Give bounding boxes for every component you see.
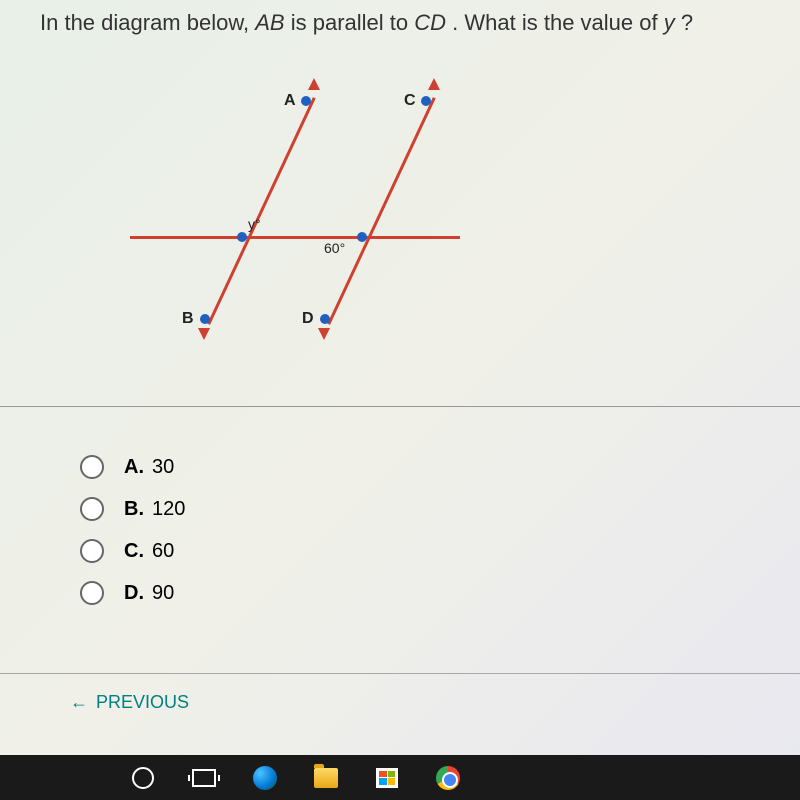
option-letter: D. [124, 582, 144, 605]
radio-icon[interactable] [80, 581, 104, 605]
radio-icon[interactable] [80, 455, 104, 479]
radio-icon[interactable] [80, 497, 104, 521]
label-c: C [404, 92, 416, 110]
label-b: B [182, 310, 194, 328]
option-d[interactable]: D. 90 [80, 581, 720, 605]
arrow-b-icon [198, 328, 210, 340]
option-c[interactable]: C. 60 [80, 539, 720, 563]
option-value: 90 [152, 582, 174, 605]
q-middle: is parallel to [291, 10, 415, 35]
taskview-icon[interactable] [191, 765, 217, 791]
previous-button[interactable]: ← PREVIOUS [0, 674, 800, 731]
option-value: 120 [152, 498, 185, 521]
chrome-icon[interactable] [435, 765, 461, 791]
option-letter: A. [124, 456, 144, 479]
previous-label: PREVIOUS [96, 692, 189, 713]
q-line1: AB [255, 10, 284, 35]
angle-y: y° [248, 216, 261, 232]
intersection-y-dot [237, 232, 247, 242]
ms-store-icon[interactable] [374, 765, 400, 791]
quiz-screen: In the diagram below, AB is parallel to … [0, 0, 800, 800]
option-value: 60 [152, 540, 174, 563]
option-a[interactable]: A. 30 [80, 455, 720, 479]
question-text: In the diagram below, AB is parallel to … [0, 0, 800, 46]
q-end: ? [681, 10, 693, 35]
radio-icon[interactable] [80, 539, 104, 563]
geometry-diagram: A B C D y° 60° [120, 66, 520, 356]
line-cd [327, 97, 435, 325]
point-a-dot [301, 96, 311, 106]
intersection-60-dot [357, 232, 367, 242]
line-ab [207, 97, 315, 325]
q-line2: CD [414, 10, 446, 35]
answer-options: A. 30 B. 120 C. 60 D. 90 [0, 407, 800, 653]
option-b[interactable]: B. 120 [80, 497, 720, 521]
q-suffix: . What is the value of [452, 10, 664, 35]
transversal-line [130, 236, 460, 239]
label-a: A [284, 92, 296, 110]
arrow-c-icon [428, 78, 440, 90]
label-d: D [302, 310, 314, 328]
arrow-a-icon [308, 78, 320, 90]
option-value: 30 [152, 456, 174, 479]
windows-taskbar [0, 755, 800, 800]
cortana-icon[interactable] [130, 765, 156, 791]
point-d-dot [320, 314, 330, 324]
point-b-dot [200, 314, 210, 324]
file-explorer-icon[interactable] [313, 765, 339, 791]
point-c-dot [421, 96, 431, 106]
arrow-d-icon [318, 328, 330, 340]
angle-60: 60° [324, 240, 345, 256]
edge-icon[interactable] [252, 765, 278, 791]
option-letter: B. [124, 498, 144, 521]
arrow-left-icon: ← [70, 692, 88, 713]
q-prefix: In the diagram below, [40, 10, 255, 35]
q-var: y [664, 10, 675, 35]
option-letter: C. [124, 540, 144, 563]
